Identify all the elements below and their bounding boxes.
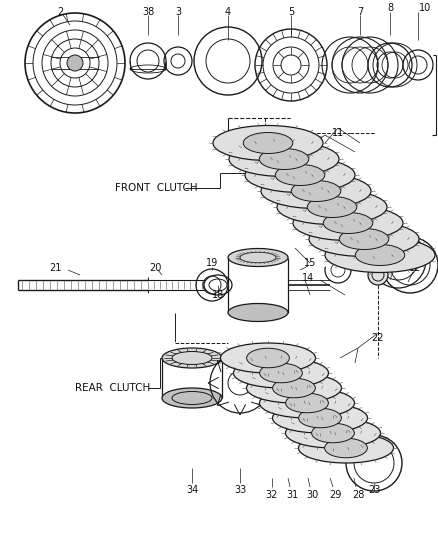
Ellipse shape bbox=[324, 238, 434, 272]
Text: 20: 20 bbox=[148, 263, 161, 273]
Ellipse shape bbox=[259, 388, 354, 418]
Circle shape bbox=[67, 55, 83, 71]
Text: 15: 15 bbox=[303, 258, 315, 268]
Text: 32: 32 bbox=[265, 490, 278, 500]
Ellipse shape bbox=[354, 245, 404, 265]
Text: 22: 22 bbox=[371, 333, 383, 343]
Ellipse shape bbox=[220, 343, 315, 373]
Ellipse shape bbox=[298, 433, 392, 463]
Ellipse shape bbox=[227, 248, 287, 266]
Ellipse shape bbox=[311, 423, 353, 443]
Ellipse shape bbox=[272, 378, 314, 398]
Text: 28: 28 bbox=[351, 490, 364, 500]
Ellipse shape bbox=[275, 165, 324, 185]
Ellipse shape bbox=[339, 229, 388, 249]
Ellipse shape bbox=[212, 125, 322, 160]
Text: FRONT  CLUTCH: FRONT CLUTCH bbox=[115, 183, 197, 193]
Text: 29: 29 bbox=[328, 490, 340, 500]
Text: 18: 18 bbox=[212, 290, 224, 300]
Ellipse shape bbox=[285, 393, 328, 413]
Ellipse shape bbox=[246, 373, 341, 403]
Ellipse shape bbox=[308, 222, 418, 256]
Text: 38: 38 bbox=[141, 7, 154, 17]
Text: 21: 21 bbox=[49, 263, 61, 273]
Ellipse shape bbox=[162, 348, 222, 368]
Text: 10: 10 bbox=[418, 3, 430, 13]
Ellipse shape bbox=[285, 418, 380, 448]
Ellipse shape bbox=[290, 181, 340, 201]
Text: 23: 23 bbox=[367, 485, 379, 495]
Text: 14: 14 bbox=[301, 273, 314, 283]
Ellipse shape bbox=[272, 403, 367, 433]
Ellipse shape bbox=[227, 303, 287, 321]
Text: 12: 12 bbox=[408, 263, 420, 273]
Text: 7: 7 bbox=[356, 7, 362, 17]
Ellipse shape bbox=[259, 149, 308, 169]
Text: 31: 31 bbox=[285, 490, 297, 500]
Circle shape bbox=[367, 265, 387, 285]
Text: 13: 13 bbox=[388, 263, 400, 273]
Ellipse shape bbox=[324, 438, 367, 458]
Text: 34: 34 bbox=[185, 485, 198, 495]
Ellipse shape bbox=[276, 190, 386, 224]
Ellipse shape bbox=[298, 408, 341, 428]
Text: 19: 19 bbox=[205, 258, 218, 268]
Ellipse shape bbox=[243, 133, 292, 154]
Ellipse shape bbox=[233, 358, 328, 388]
Text: 8: 8 bbox=[386, 3, 392, 13]
Ellipse shape bbox=[261, 174, 370, 208]
Text: 2: 2 bbox=[57, 7, 63, 17]
Text: REAR  CLUTCH: REAR CLUTCH bbox=[75, 383, 150, 393]
Text: 3: 3 bbox=[174, 7, 180, 17]
Text: 30: 30 bbox=[305, 490, 318, 500]
Ellipse shape bbox=[292, 206, 402, 240]
Text: 35: 35 bbox=[381, 250, 393, 260]
Text: 11: 11 bbox=[331, 128, 343, 138]
Ellipse shape bbox=[162, 388, 222, 408]
Ellipse shape bbox=[322, 213, 372, 233]
Ellipse shape bbox=[307, 197, 356, 217]
Text: 4: 4 bbox=[224, 7, 230, 17]
Ellipse shape bbox=[246, 348, 289, 368]
Ellipse shape bbox=[244, 157, 354, 192]
Text: 33: 33 bbox=[233, 485, 246, 495]
Text: 17: 17 bbox=[341, 248, 353, 258]
Ellipse shape bbox=[229, 141, 338, 176]
Ellipse shape bbox=[259, 364, 302, 383]
Text: 5: 5 bbox=[287, 7, 293, 17]
